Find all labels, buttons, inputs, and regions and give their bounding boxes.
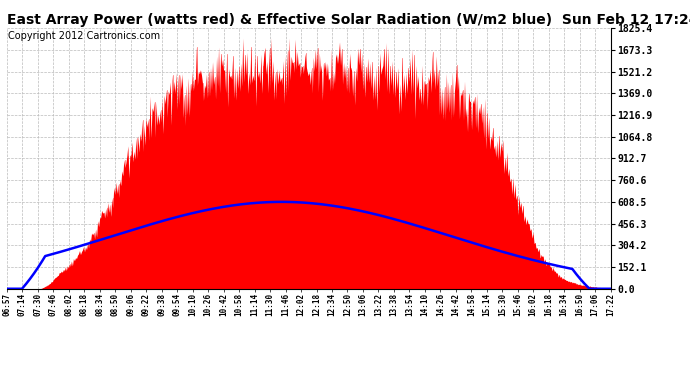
- Text: East Array Power (watts red) & Effective Solar Radiation (W/m2 blue)  Sun Feb 12: East Array Power (watts red) & Effective…: [7, 13, 690, 27]
- Text: Copyright 2012 Cartronics.com: Copyright 2012 Cartronics.com: [8, 32, 160, 41]
